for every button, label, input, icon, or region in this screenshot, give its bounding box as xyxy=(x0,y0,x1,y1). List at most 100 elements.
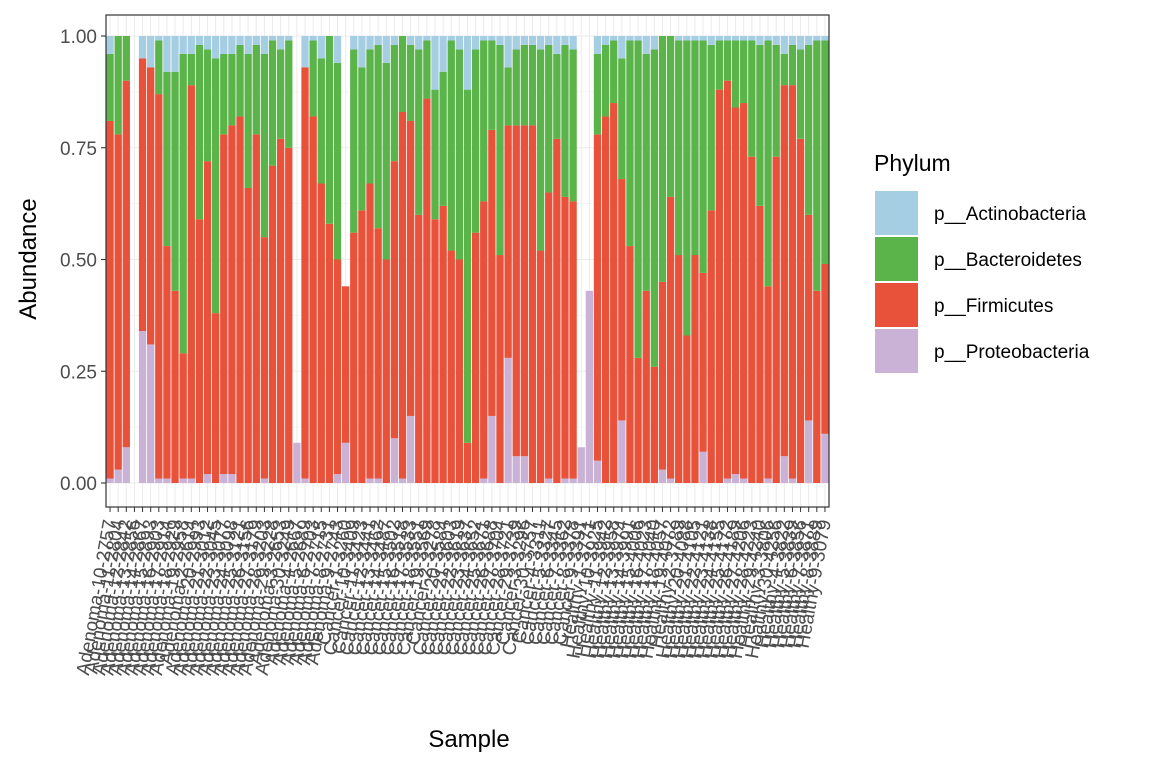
bar-segment-pfirmicutes xyxy=(610,103,618,484)
bar-segment-pbacteroidetes xyxy=(691,40,699,256)
plot-area xyxy=(105,14,830,508)
bar-segment-pactinobacteria xyxy=(731,36,740,41)
bar-segment-pfirmicutes xyxy=(528,125,537,484)
bar-segment-pfirmicutes xyxy=(683,335,691,483)
bar-segment-pactinobacteria xyxy=(301,36,309,68)
bar-segment-pfirmicutes xyxy=(455,259,464,483)
bar-segment-pbacteroidetes xyxy=(106,53,114,121)
bar-segment-pfirmicutes xyxy=(163,246,171,479)
bar-segment-pactinobacteria xyxy=(805,36,813,45)
bar-segment-pproteobacteria xyxy=(333,474,342,483)
bar-segment-pfirmicutes xyxy=(796,138,805,483)
bar-segment-pactinobacteria xyxy=(821,36,829,41)
bar-segment-pfirmicutes xyxy=(122,80,130,448)
bar-segment-pactinobacteria xyxy=(455,36,464,50)
bar-segment-pfirmicutes xyxy=(520,125,529,457)
bar-segment-pbacteroidetes xyxy=(723,40,732,81)
bar-segment-pactinobacteria xyxy=(496,36,504,45)
bar-segment-pbacteroidetes xyxy=(561,44,569,197)
bar-segment-pbacteroidetes xyxy=(179,53,187,354)
bar-segment-pbacteroidetes xyxy=(569,49,577,202)
bar-segment-pproteobacteria xyxy=(228,474,236,483)
bar-segment-pfirmicutes xyxy=(463,442,472,483)
bar-segment-pbacteroidetes xyxy=(195,44,204,220)
bar-segment-pproteobacteria xyxy=(561,478,569,483)
bar-segment-pactinobacteria xyxy=(138,36,147,59)
bar-segment-pproteobacteria xyxy=(512,456,520,483)
bar-segment-pbacteroidetes xyxy=(788,44,797,86)
bar-segment-pactinobacteria xyxy=(423,36,431,41)
bar-segment-pfirmicutes xyxy=(155,94,163,479)
y-tick-label: 0.00 xyxy=(60,474,97,495)
legend-key xyxy=(875,191,918,235)
bar-segment-pbacteroidetes xyxy=(114,36,122,135)
bar-segment-pbacteroidetes xyxy=(163,71,171,247)
y-axis: 0.00 0.25 0.50 0.75 1.00 xyxy=(60,27,106,495)
bar-segment-pproteobacteria xyxy=(740,478,748,483)
bar-segment-pbacteroidetes xyxy=(504,67,512,126)
bar-segment-pbacteroidetes xyxy=(536,49,545,251)
bar-segment-pfirmicutes xyxy=(748,156,756,483)
bar-segment-pproteobacteria xyxy=(341,442,350,483)
bar-segment-pactinobacteria xyxy=(504,36,512,68)
bar-segment-pactinobacteria xyxy=(520,36,529,45)
bar-segment-pbacteroidetes xyxy=(593,53,602,135)
bar-segment-pfirmicutes xyxy=(423,98,431,483)
bar-segment-pactinobacteria xyxy=(382,36,390,63)
bar-segment-pactinobacteria xyxy=(431,36,439,90)
bar-segment-pfirmicutes xyxy=(504,125,512,358)
bar-segment-pfirmicutes xyxy=(187,85,195,479)
bar-segment-pactinobacteria xyxy=(439,36,447,72)
bar-segment-pfirmicutes xyxy=(317,183,325,483)
bar-segment-pactinobacteria xyxy=(366,36,374,50)
bar-segment-pactinobacteria xyxy=(480,36,488,41)
bar-segment-pfirmicutes xyxy=(723,80,732,479)
bar-segment-pactinobacteria xyxy=(317,36,325,59)
bar-segment-pproteobacteria xyxy=(163,478,171,483)
bar-segment-pbacteroidetes xyxy=(398,36,407,112)
bar-segment-pbacteroidetes xyxy=(228,53,236,126)
bar-segment-pfirmicutes xyxy=(244,187,252,484)
legend-label: p__Proteobacteria xyxy=(934,342,1090,363)
y-axis-title: Abundance xyxy=(15,198,42,319)
bar-segment-pproteobacteria xyxy=(658,469,667,483)
bar-segment-pfirmicutes xyxy=(171,290,179,483)
bar-segment-pactinobacteria xyxy=(553,36,561,54)
bar-segment-pbacteroidetes xyxy=(423,40,431,99)
bar-segment-pbacteroidetes xyxy=(366,49,374,184)
legend-key xyxy=(875,329,918,373)
bar-segment-pbacteroidetes xyxy=(764,40,772,287)
bar-segment-pactinobacteria xyxy=(634,36,642,41)
bar-segment-pproteobacteria xyxy=(260,478,269,483)
bar-segment-pactinobacteria xyxy=(683,36,691,41)
bar-segment-pproteobacteria xyxy=(666,478,675,483)
bar-segment-pbacteroidetes xyxy=(212,58,220,314)
bar-segment-pfirmicutes xyxy=(431,219,439,483)
bar-segment-pfirmicutes xyxy=(439,205,447,484)
bar-segment-pfirmicutes xyxy=(415,214,423,484)
bar-segment-pactinobacteria xyxy=(203,36,212,50)
bar-segment-pactinobacteria xyxy=(740,36,748,41)
bar-segment-pfirmicutes xyxy=(772,156,780,483)
bar-segment-pfirmicutes xyxy=(805,214,813,421)
bar-segment-pfirmicutes xyxy=(731,107,740,475)
bar-segment-pbacteroidetes xyxy=(488,40,496,130)
bar-segment-pfirmicutes xyxy=(390,161,399,439)
bar-segment-pfirmicutes xyxy=(553,138,561,483)
bar-segment-pfirmicutes xyxy=(382,259,390,483)
bar-segment-pproteobacteria xyxy=(293,442,301,483)
bar-segment-pproteobacteria xyxy=(504,357,512,483)
bar-segment-pbacteroidetes xyxy=(122,36,130,81)
bar-segment-pactinobacteria xyxy=(390,36,399,45)
bar-segment-pfirmicutes xyxy=(212,313,220,483)
bar-segment-pactinobacteria xyxy=(268,36,277,41)
bar-segment-pbacteroidetes xyxy=(358,67,366,211)
bar-segment-pproteobacteria xyxy=(569,478,577,483)
bar-segment-pfirmicutes xyxy=(618,179,626,421)
bar-segment-pbacteroidetes xyxy=(715,40,723,90)
bar-segment-pfirmicutes xyxy=(114,134,122,470)
bar-segment-pfirmicutes xyxy=(488,129,496,416)
legend-title: Phylum xyxy=(874,150,951,176)
bar-segment-pactinobacteria xyxy=(285,36,293,41)
